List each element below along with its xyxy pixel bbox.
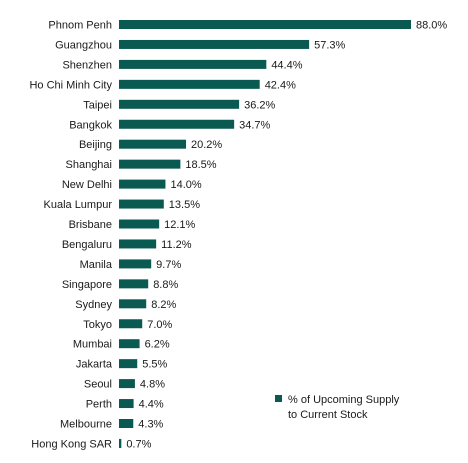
category-label: Manila [80,259,113,271]
value-label: 12.1% [164,219,195,231]
category-label: Jakarta [76,359,113,371]
value-label: 8.2% [151,299,176,311]
value-label: 6.2% [145,339,170,351]
value-label: 8.8% [153,279,178,291]
bar [119,359,138,369]
bar [119,20,411,29]
value-label: 42.4% [265,79,296,91]
bar [119,199,164,209]
bar [119,219,160,229]
bar [119,438,122,448]
bar [119,299,147,309]
bar [119,419,134,428]
value-label: 57.3% [314,39,345,51]
value-label: 36.2% [244,99,275,111]
category-label: Sydney [75,299,112,311]
bar [119,59,267,69]
legend-swatch [275,395,282,402]
value-label: 13.5% [169,199,200,211]
category-label: Shanghai [66,159,113,171]
category-label: Seoul [84,379,112,391]
category-label: Perth [86,399,112,411]
bar [119,279,149,289]
value-label: 20.2% [191,139,222,151]
bar [119,399,134,409]
bar [119,239,157,249]
bar [119,139,187,149]
category-label: Brisbane [69,219,112,231]
category-label: Mumbai [73,339,112,351]
category-label: Bengaluru [62,239,112,251]
legend-label-line-2: to Current Stock [288,409,368,421]
value-label: 18.5% [185,159,216,171]
bar [119,99,240,109]
value-label: 9.7% [156,259,181,271]
bar [119,259,152,269]
category-label: Tokyo [83,319,112,331]
bar [119,119,235,129]
bar [119,79,260,89]
value-label: 34.7% [239,119,270,131]
value-label: 44.4% [271,59,302,71]
bar [119,39,310,49]
category-label: Hong Kong SAR [31,438,112,450]
category-label: Bangkok [69,119,112,131]
category-label: Taipei [83,99,112,111]
category-label: Beijing [79,139,112,151]
legend-label-line-1: % of Upcoming Supply [288,394,400,406]
category-label: New Delhi [62,179,112,191]
bar [119,339,140,349]
value-label: 11.2% [161,239,192,251]
value-label: 14.0% [170,179,201,191]
category-label: Ho Chi Minh City [29,79,112,91]
value-label: 4.8% [140,379,165,391]
bar [119,379,135,389]
bar [119,179,166,189]
category-label: Singapore [62,279,112,291]
category-label: Shenzhen [62,59,112,71]
value-label: 0.7% [126,438,151,450]
category-label: Melbourne [60,419,112,431]
value-label: 88.0% [416,20,447,32]
category-label: Phnom Penh [48,20,112,32]
value-label: 7.0% [147,319,172,331]
value-label: 5.5% [142,359,167,371]
bars-group: Phnom Penh 88.0% Guangzhou 57.3% Shenzhen 44.… [29,20,447,451]
value-label: 4.3% [138,419,163,431]
category-label: Guangzhou [55,39,112,51]
value-label: 4.4% [139,399,164,411]
legend: % of Upcoming Supply to Current Stock [275,394,400,421]
bar [119,159,181,169]
category-label: Kuala Lumpur [44,199,113,211]
bar [119,319,143,329]
